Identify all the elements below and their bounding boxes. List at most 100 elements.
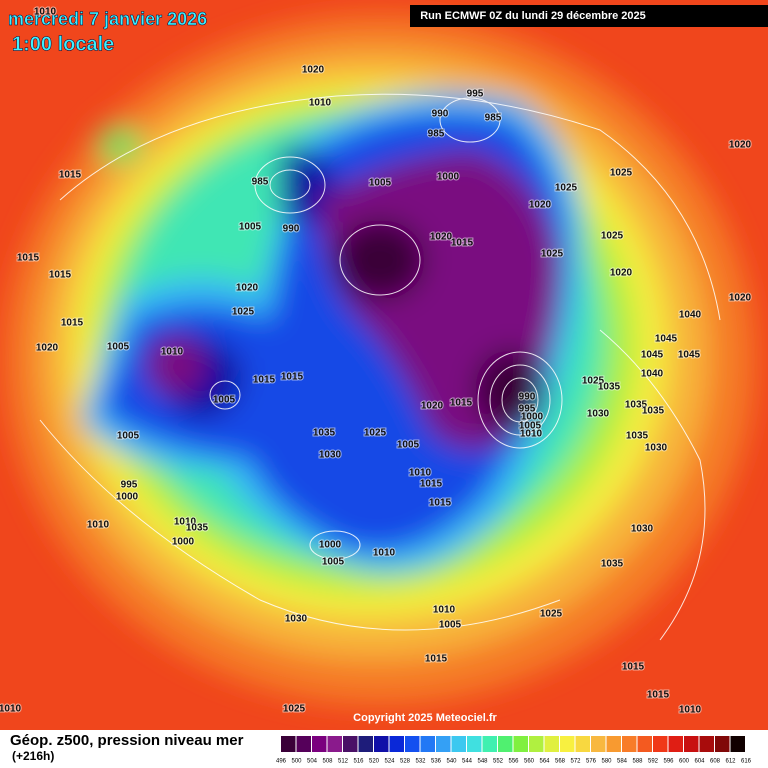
colorbar-box — [312, 736, 327, 752]
isobar-label: 1020 — [421, 401, 444, 412]
isobar-label: 1020 — [302, 65, 325, 76]
colorbar-label: 512 — [338, 759, 349, 765]
isobar-label: 995 — [519, 404, 536, 415]
isobar-label: 1005 — [519, 421, 542, 432]
isobar-label: 1005 — [369, 178, 392, 189]
isobar-label: 1025 — [555, 183, 578, 194]
isobar-label: 1030 — [631, 524, 654, 535]
isobar-label: 1030 — [319, 450, 342, 461]
colorbar-label: 556 — [508, 759, 519, 765]
isobar-label: 1015 — [59, 170, 82, 181]
isobar-label: 1045 — [641, 350, 664, 361]
isobar-label: 1035 — [601, 559, 624, 570]
isobar-label: 1025 — [283, 704, 306, 715]
isobar-label: 1035 — [186, 523, 209, 534]
colorbar-box — [529, 736, 544, 752]
colorbar: 496 500 504 508 512 516 520 524 528 532 536 540 544 5… — [276, 736, 752, 765]
colorbar-label: 604 — [694, 759, 705, 765]
isobar-label: 1000 — [319, 540, 342, 551]
isobar-label: 1025 — [582, 376, 605, 387]
colorbar-box — [544, 736, 559, 752]
isobar-label: 1045 — [655, 334, 678, 345]
isobars — [39, 93, 721, 641]
colorbar-box — [668, 736, 683, 752]
colorbar-box — [343, 736, 358, 752]
colorbar-label: 508 — [322, 759, 333, 765]
lead-time: (+216h) — [12, 749, 54, 763]
colorbar-box — [374, 736, 389, 752]
isobar-label: 1040 — [641, 369, 664, 380]
colorbar-label: 560 — [524, 759, 535, 765]
isobar-label: 1005 — [107, 342, 130, 353]
isobar-label: 1025 — [364, 428, 387, 439]
isobar-label: 985 — [485, 113, 502, 124]
isobar-label: 1020 — [610, 268, 633, 279]
isobar-label: 985 — [252, 177, 269, 188]
isobar-label: 1005 — [213, 395, 236, 406]
colorbar-box — [606, 736, 621, 752]
colorbar-label: 584 — [617, 759, 628, 765]
colorbar-label: 612 — [725, 759, 736, 765]
colorbar-box — [327, 736, 342, 752]
colorbar-box — [498, 736, 513, 752]
colorbar-label: 532 — [415, 759, 426, 765]
colorbar-label: 564 — [539, 759, 550, 765]
colorbar-label: 524 — [384, 759, 395, 765]
product-title: Géop. z500, pression niveau mer — [10, 732, 244, 749]
colorbar-label: 540 — [446, 759, 457, 765]
colorbar-label: 536 — [431, 759, 442, 765]
colorbar-label: 552 — [493, 759, 504, 765]
isobar-label: 1020 — [36, 343, 59, 354]
isobar-label: 1015 — [450, 398, 473, 409]
isobar-label: 1030 — [645, 443, 668, 454]
isobar-label: 1020 — [729, 140, 752, 151]
colorbar-box — [405, 736, 420, 752]
isobar-label: 1030 — [285, 614, 308, 625]
forecast-time: 1:00 locale — [12, 33, 114, 55]
colorbar-box — [560, 736, 575, 752]
isobar-label: 990 — [519, 392, 536, 403]
isobar-label: 1040 — [679, 310, 702, 321]
colorbar-box — [575, 736, 590, 752]
isobar-label: 1000 — [172, 537, 195, 548]
isobar-label: 1010 — [87, 520, 110, 531]
copyright: Copyright 2025 Meteociel.fr — [353, 712, 497, 724]
colorbar-box — [389, 736, 404, 752]
colorbar-box — [436, 736, 451, 752]
isobar-label: 1035 — [598, 382, 621, 393]
colorbar-label: 516 — [353, 759, 364, 765]
isobar-label: 1030 — [587, 409, 610, 420]
colorbar-label: 520 — [369, 759, 380, 765]
colorbar-box — [467, 736, 482, 752]
isobar-label: 1010 — [0, 704, 22, 715]
isobar-label: 1010 — [373, 548, 396, 559]
colorbar-box — [296, 736, 311, 752]
isobar-label: 1010 — [309, 98, 332, 109]
colorbar-label: 500 — [291, 759, 302, 765]
colorbar-label: 568 — [555, 759, 566, 765]
isobar-label: 1005 — [322, 557, 345, 568]
colorbar-box — [451, 736, 466, 752]
colorbar-label: 616 — [741, 759, 752, 765]
colorbar-label: 588 — [632, 759, 643, 765]
isobar-label: 1010 — [161, 347, 184, 358]
colorbar-label: 576 — [586, 759, 597, 765]
isobar-label: 1000 — [521, 412, 544, 423]
isobar-label: 1005 — [439, 620, 462, 631]
isobar-label: 1025 — [541, 249, 564, 260]
isobar-label: 1025 — [540, 609, 563, 620]
isobar-label: 1005 — [117, 431, 140, 442]
isobar-label: 1000 — [116, 492, 139, 503]
colorbar-label: 504 — [307, 759, 318, 765]
colorbar-box — [482, 736, 497, 752]
colorbar-label: 572 — [570, 759, 581, 765]
isobar-label: 1010 — [174, 517, 197, 528]
colorbar-label: 608 — [710, 759, 721, 765]
colorbar-box — [715, 736, 730, 752]
colorbar-label: 580 — [601, 759, 612, 765]
colorbar-box — [637, 736, 652, 752]
colorbar-box — [684, 736, 699, 752]
isobar-label: 990 — [283, 224, 300, 235]
isobar-label: 1010 — [34, 7, 57, 18]
